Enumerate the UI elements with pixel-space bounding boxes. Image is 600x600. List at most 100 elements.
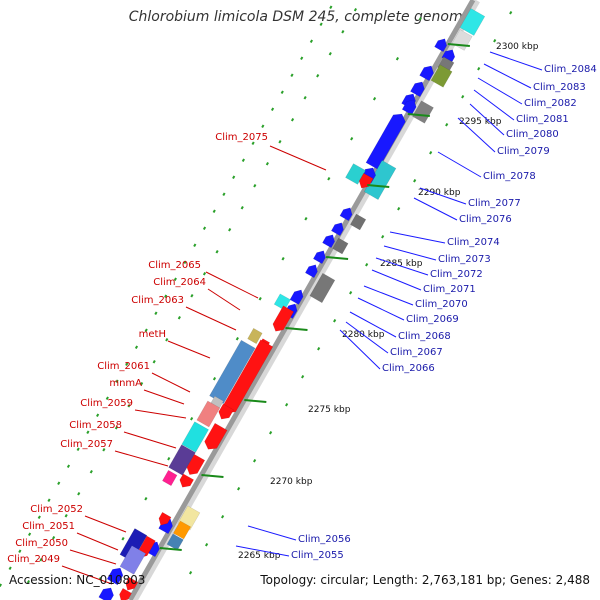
gc-dots-inner-left: [418, 17, 422, 21]
gc-dots-outer-left: [144, 328, 148, 332]
gc-dots-outer-left: [280, 90, 284, 94]
gc-dots-left: [328, 52, 332, 56]
gene-32: [272, 305, 295, 332]
gene-label-left: Clim_2064: [153, 277, 206, 288]
gene-label-right: Clim_2068: [398, 331, 451, 342]
gene-9: [412, 100, 434, 124]
gc-dots-left: [253, 184, 257, 188]
gc-dots-right: [461, 95, 465, 99]
gene-label-left: mnmA: [109, 378, 142, 389]
label-leader-left: [76, 532, 119, 551]
gc-dots-left: [26, 580, 31, 584]
gene-label-right: Clim_2078: [483, 171, 536, 182]
backbone: [127, 0, 476, 600]
gene-label-right: Clim_2072: [430, 269, 483, 280]
gene-2: [434, 38, 447, 53]
gc-dots-right: [445, 123, 449, 127]
gc-dots-right: [493, 39, 497, 43]
gene-19: [312, 250, 326, 265]
gc-dots-left: [127, 404, 131, 408]
gene-label-left: Clim_2061: [97, 361, 150, 372]
gc-dots-outer-left: [57, 481, 61, 485]
tick-label: 2270 kbp: [270, 477, 313, 487]
gene-52: [98, 587, 114, 600]
gc-dots-outer-left: [0, 583, 3, 587]
gene-27: [166, 533, 184, 551]
label-leader-right: [345, 321, 389, 354]
gc-dots-outer-left: [134, 345, 139, 349]
gc-dots-outer-left: [212, 209, 216, 213]
label-leader-right: [483, 63, 532, 89]
gc-dots-outer-left: [232, 175, 236, 179]
accession-text: Accession: NC_010803: [9, 573, 146, 587]
gc-dots-outer-left: [164, 294, 168, 298]
gene-39: [218, 403, 234, 420]
gc-dots-inner-left: [235, 337, 239, 341]
gc-dots-inner-left: [144, 497, 148, 501]
gc-dots-outer-left: [193, 243, 197, 247]
label-leader-left: [185, 306, 237, 331]
gc-dots-left: [341, 30, 345, 34]
gene-17: [322, 234, 335, 249]
label-leader-left: [167, 340, 211, 359]
gene-50: [106, 567, 124, 586]
label-leader-left: [134, 409, 187, 419]
label-leader-right: [371, 269, 422, 291]
gc-dots-outer-left: [319, 22, 323, 26]
gene-22: [289, 289, 304, 305]
gene-label-right: Clim_2076: [459, 214, 512, 225]
gc-dots-left: [240, 206, 244, 210]
gc-dots-right: [333, 319, 337, 323]
gc-dots-inner-left: [167, 457, 171, 461]
label-leader-right: [389, 231, 446, 244]
gc-dots-inner-left: [281, 257, 285, 261]
topology-text: Topology: circular; Length: 2,763,181 bp…: [260, 573, 590, 587]
label-leader-right: [349, 311, 397, 338]
gene-label-right: Clim_2074: [447, 237, 500, 248]
gc-dots-outer-left: [300, 56, 304, 60]
tick-label: 2290 kbp: [418, 188, 461, 198]
gc-dots-right: [301, 375, 305, 379]
gene-7: [410, 81, 425, 98]
gc-dots-left: [64, 514, 68, 518]
gc-dots-right: [188, 571, 193, 575]
gc-dots-outer-left: [241, 158, 245, 162]
tick-mark: [244, 399, 267, 403]
tick-mark: [325, 256, 349, 260]
gene-label-right: Clim_2056: [298, 534, 351, 545]
gc-dots-right: [365, 263, 369, 267]
gene-label-right: Clim_2066: [382, 363, 435, 374]
gc-dots-left: [228, 228, 232, 232]
tick-mark: [201, 474, 224, 478]
map-title: Chlorobium limicola DSM 245, complete ge…: [128, 9, 472, 25]
gene-12: [363, 160, 397, 200]
label-leader-left: [114, 450, 169, 467]
label-leader-right: [247, 525, 297, 541]
gc-dots-outer-left: [173, 277, 177, 281]
gene-16: [331, 222, 344, 237]
gc-dots-inner-left: [121, 537, 125, 541]
gene-10: [401, 99, 417, 116]
gc-dots-left: [39, 558, 43, 562]
label-leader-right: [469, 103, 505, 136]
gene-20: [304, 264, 318, 279]
gc-dots-right: [253, 459, 257, 463]
gene-label-right: Clim_2082: [524, 98, 577, 109]
label-leader-right: [375, 257, 429, 276]
label-leader-right: [477, 77, 523, 105]
gc-dots-right: [413, 179, 417, 183]
label-leader-right: [473, 89, 515, 121]
tick-mark: [285, 327, 308, 331]
label-leader-right: [339, 329, 381, 370]
gene-45: [179, 473, 194, 488]
gc-dots-outer-left: [183, 260, 187, 264]
label-leader-right: [235, 545, 290, 557]
gene-43: [186, 453, 206, 475]
label-leader-left: [61, 565, 113, 585]
gene-label-right: Clim_2083: [533, 82, 586, 93]
gc-dots-left: [202, 272, 207, 276]
gc-dots-left: [152, 360, 156, 364]
gc-dots-outer-left: [76, 447, 80, 451]
gc-dots-outer-left: [222, 192, 226, 196]
gene-label-left: Clim_2051: [22, 521, 75, 532]
